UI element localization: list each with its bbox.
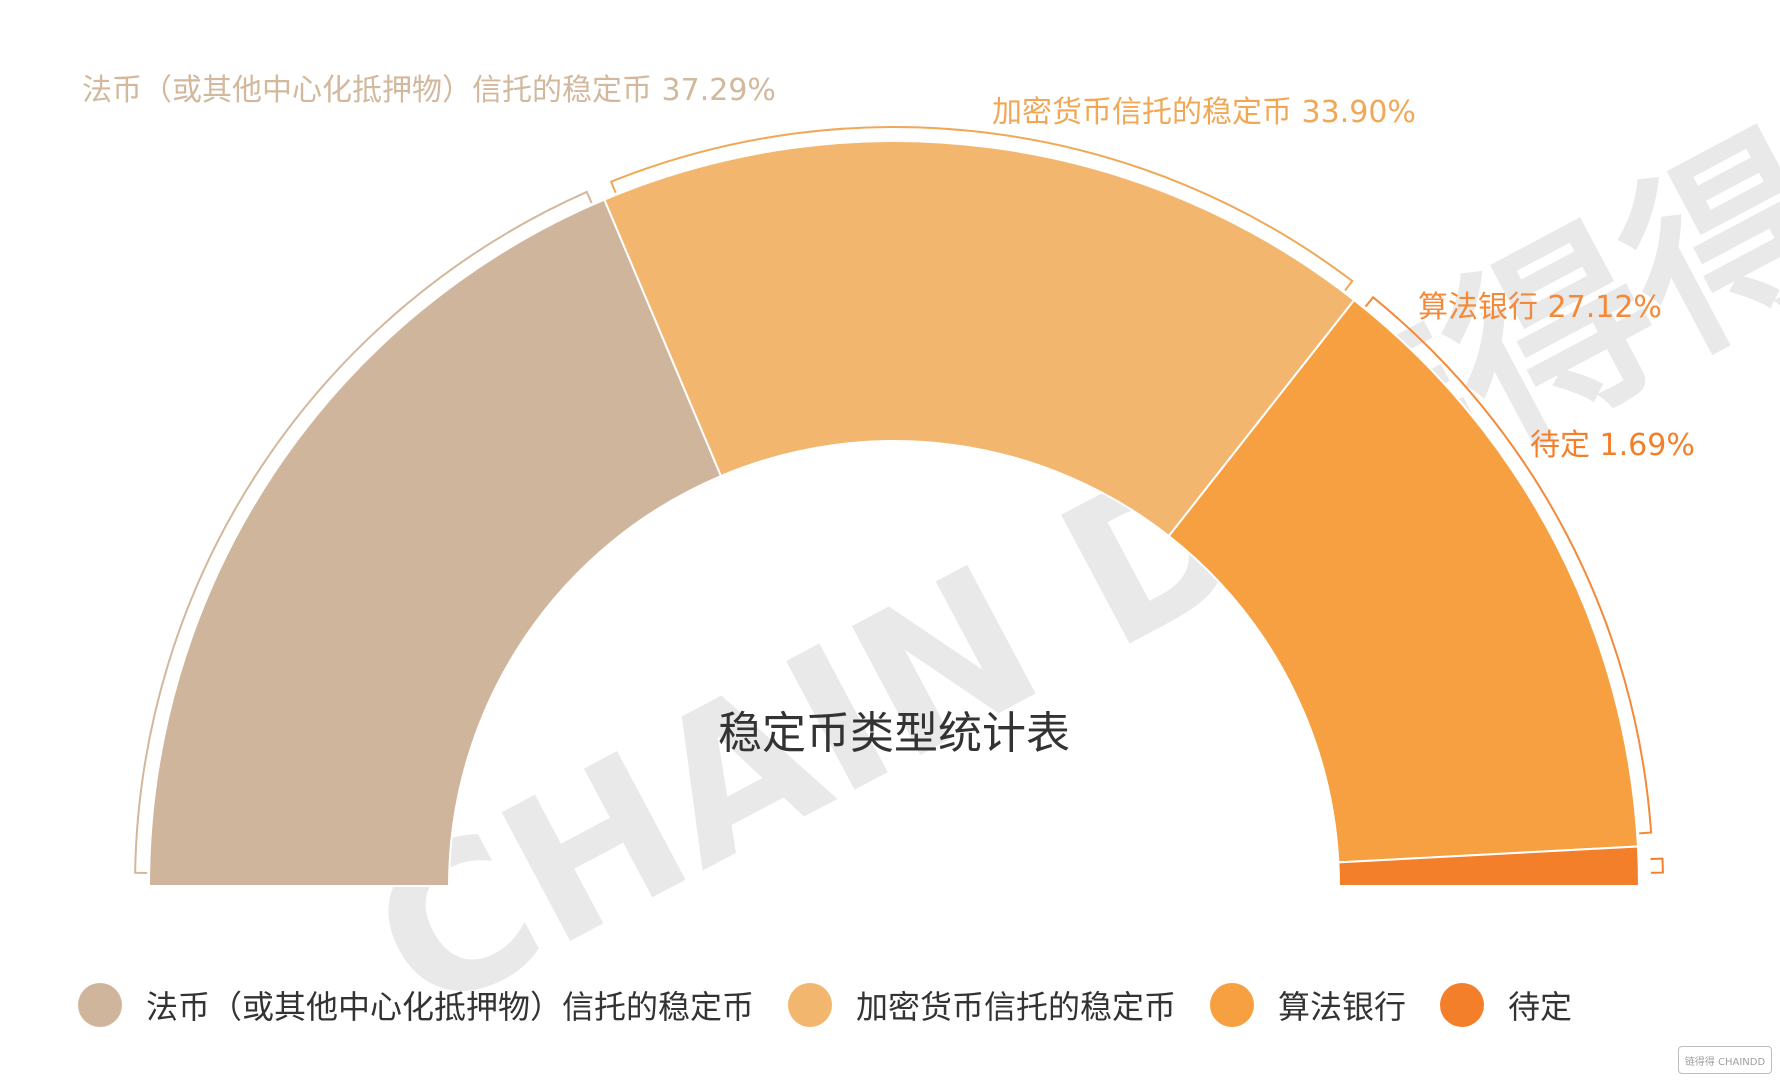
legend: 法币（或其他中心化抵押物）信托的稳定币 加密货币信托的稳定币 算法银行 待定	[78, 982, 1606, 1028]
slice-label-1: 法币（或其他中心化抵押物）信托的稳定币 37.29%	[82, 73, 776, 108]
label-bracket-4	[1650, 857, 1664, 874]
pie-slices	[147, 140, 1641, 887]
slice-label-2: 加密货币信托的稳定币 33.90%	[992, 95, 1416, 130]
corner-logo: 链得得 CHAINDD	[1678, 1046, 1772, 1074]
legend-item-3: 算法银行	[1210, 982, 1406, 1028]
legend-swatch	[1210, 983, 1255, 1027]
slice-label-3: 算法银行 27.12%	[1418, 290, 1662, 325]
pie-slice-1	[147, 198, 723, 887]
legend-swatch	[1440, 983, 1485, 1027]
slice-labels: 法币（或其他中心化抵押物）信托的稳定币 37.29% 加密货币信托的稳定币 33.…	[82, 73, 1695, 463]
legend-label: 加密货币信托的稳定币	[856, 988, 1177, 1026]
legend-label: 法币（或其他中心化抵押物）信托的稳定币	[146, 988, 755, 1026]
pie-slice-4	[1337, 845, 1641, 887]
legend-label: 待定	[1508, 988, 1573, 1026]
slice-label-4: 待定 1.69%	[1530, 428, 1695, 463]
chart-title: 稳定币类型统计表	[718, 708, 1070, 759]
legend-swatch	[788, 983, 833, 1027]
legend-swatch	[78, 983, 122, 1027]
legend-label: 算法银行	[1278, 988, 1407, 1026]
label-bracket-1	[134, 190, 593, 874]
label-bracket-3	[1364, 295, 1653, 835]
pie-slice-2	[603, 140, 1356, 538]
label-bracket-2	[609, 126, 1354, 292]
legend-item-1: 法币（或其他中心化抵押物）信托的稳定币	[78, 982, 754, 1028]
legend-item-4: 待定	[1440, 982, 1572, 1028]
label-brackets	[134, 126, 1664, 874]
pie-slice-3	[1167, 298, 1640, 864]
legend-item-2: 加密货币信托的稳定币	[788, 982, 1176, 1028]
